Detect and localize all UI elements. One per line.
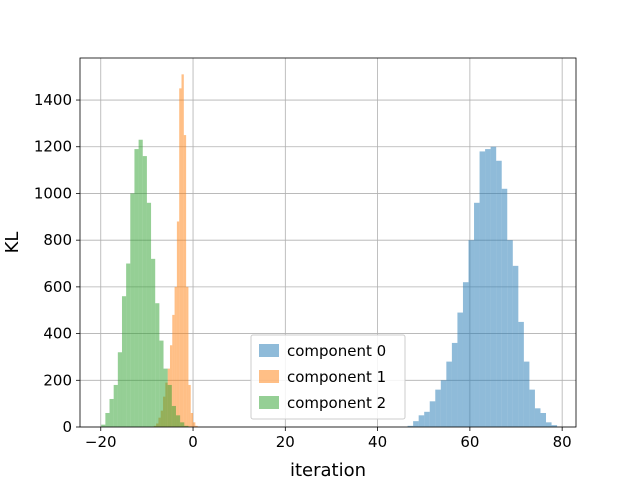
histogram-bar xyxy=(518,321,524,427)
histogram-bar xyxy=(418,415,425,427)
histogram-bar xyxy=(134,149,139,427)
histogram-bar xyxy=(479,151,486,427)
series-0 xyxy=(407,146,558,428)
legend-label: component 0 xyxy=(287,342,386,360)
histogram-bar xyxy=(440,380,447,427)
histogram-bar xyxy=(429,401,436,427)
legend: component 0 component 1 component 2 xyxy=(250,334,406,420)
x-axis-label: iteration xyxy=(290,460,366,480)
histogram-bar xyxy=(496,160,502,427)
histogram-bar xyxy=(163,368,168,427)
legend-box xyxy=(250,334,406,420)
histogram-bar xyxy=(457,312,463,427)
histogram-bar xyxy=(435,389,441,427)
histogram-bar xyxy=(175,415,181,427)
x-tick-label: 20 xyxy=(276,433,295,451)
histogram-bar xyxy=(540,412,547,427)
series-2 xyxy=(101,139,189,427)
histogram-bar xyxy=(424,411,430,427)
legend-swatch xyxy=(259,370,279,383)
histogram-bar xyxy=(195,425,198,427)
y-tick-label: 200 xyxy=(43,371,72,389)
histogram-bar xyxy=(523,361,530,427)
histogram-bar xyxy=(181,74,184,428)
y-tick-label: 1400 xyxy=(34,91,72,109)
histogram-bar xyxy=(413,421,419,427)
histogram-bar xyxy=(117,352,122,427)
histogram-bar xyxy=(105,412,110,427)
y-tick-label: 1200 xyxy=(34,138,72,156)
legend-swatch xyxy=(259,344,279,357)
histogram-bar xyxy=(186,286,189,427)
histogram-bar xyxy=(142,156,147,427)
histogram-bar xyxy=(462,282,469,427)
histogram-bar xyxy=(512,265,519,427)
histogram-bar xyxy=(529,389,535,427)
histogram-bar xyxy=(101,424,106,427)
y-tick-label: 800 xyxy=(43,231,72,249)
histogram-bar xyxy=(468,240,475,427)
x-tick-label: 80 xyxy=(553,433,572,451)
x-tick-label: 0 xyxy=(188,433,198,451)
histogram-bar xyxy=(121,296,127,427)
histogram-bar xyxy=(551,425,558,427)
histogram-bar xyxy=(171,405,176,427)
histogram-bar xyxy=(190,412,194,427)
histogram-bar xyxy=(490,146,497,428)
y-tick-label: 1000 xyxy=(34,184,72,202)
histogram-bar xyxy=(183,135,187,427)
histogram-bar xyxy=(474,202,480,427)
y-tick-label: 600 xyxy=(43,278,72,296)
x-tick-label: 40 xyxy=(368,433,387,451)
y-axis-label: KL xyxy=(2,232,23,254)
histogram-bar xyxy=(180,422,185,427)
histogram-bar xyxy=(534,408,541,427)
histogram-bar xyxy=(138,139,143,427)
histogram-bar xyxy=(501,188,508,427)
histogram-bar xyxy=(179,88,182,428)
legend-label: component 2 xyxy=(287,394,386,412)
histogram-bar xyxy=(172,314,175,427)
histogram-bar xyxy=(446,361,452,427)
histogram-bar xyxy=(184,425,189,427)
histogram-bar xyxy=(507,240,513,427)
histogram-bar xyxy=(407,425,414,427)
histogram-bar xyxy=(155,303,160,427)
histogram-bar xyxy=(159,340,164,427)
histogram-bar xyxy=(546,422,552,427)
histogram-bar xyxy=(485,149,491,427)
histogram-bar xyxy=(167,384,172,427)
histogram-bar xyxy=(130,193,135,427)
y-tick-label: 0 xyxy=(62,418,72,436)
histogram-bar xyxy=(146,202,152,427)
x-tick-label: −20 xyxy=(85,433,117,451)
histogram-bar xyxy=(126,263,131,427)
plot-frame xyxy=(79,57,577,428)
histogram-bar xyxy=(193,422,196,427)
legend-swatch xyxy=(259,396,279,409)
histogram-bar xyxy=(109,398,114,427)
histogram-bars xyxy=(101,74,558,428)
histogram-bar xyxy=(151,258,156,427)
histogram-bar xyxy=(188,384,191,427)
x-tick-label: 60 xyxy=(460,433,479,451)
y-tick-label: 400 xyxy=(43,325,72,343)
histogram-bar xyxy=(174,286,177,427)
histogram-bar xyxy=(176,221,180,427)
histogram-bar xyxy=(451,342,458,427)
histogram-bar xyxy=(113,384,118,427)
legend-label: component 1 xyxy=(287,368,386,386)
